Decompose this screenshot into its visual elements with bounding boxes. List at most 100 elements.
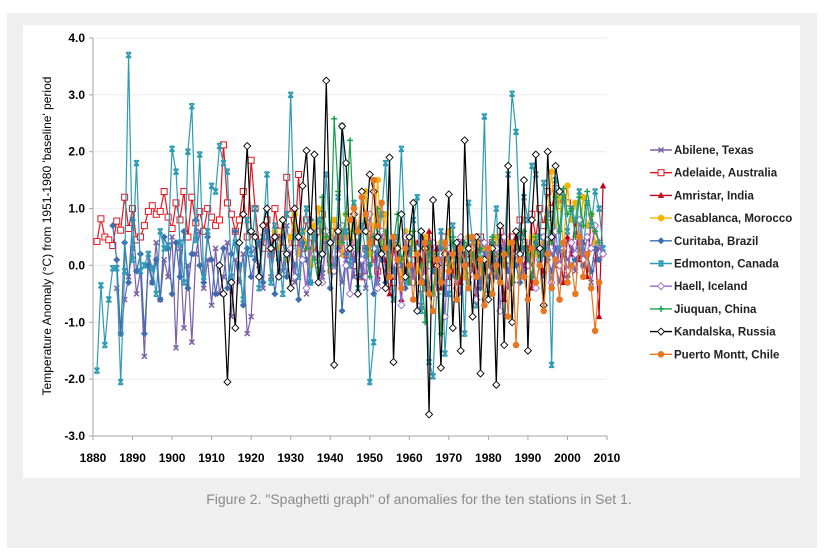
data-point bbox=[137, 267, 144, 275]
data-point bbox=[117, 226, 125, 234]
data-point bbox=[592, 188, 599, 195]
data-point bbox=[531, 284, 540, 293]
x-ticks: 1880 1890 1900 1910 1920 1930 1940 1950 1960 1970… bbox=[80, 436, 621, 465]
data-point bbox=[153, 239, 160, 246]
data-point bbox=[337, 121, 347, 131]
legend-label: Jiuquan, China bbox=[674, 304, 757, 316]
data-point bbox=[394, 256, 401, 264]
data-point bbox=[271, 290, 279, 298]
data-point bbox=[524, 296, 532, 303]
legend-item-haell-iceland: Haell, Iceland bbox=[650, 281, 748, 293]
data-point bbox=[564, 228, 571, 235]
data-point bbox=[223, 377, 232, 387]
data-point bbox=[283, 273, 291, 281]
data-point bbox=[235, 216, 243, 224]
data-point bbox=[247, 156, 255, 164]
data-point bbox=[286, 284, 295, 293]
data-point bbox=[299, 239, 307, 247]
data-point bbox=[252, 205, 259, 212]
data-point bbox=[540, 179, 547, 187]
data-point bbox=[560, 239, 567, 246]
data-point bbox=[425, 290, 433, 298]
data-point bbox=[397, 210, 406, 219]
data-point bbox=[274, 272, 283, 281]
data-point bbox=[378, 199, 385, 207]
data-point bbox=[247, 273, 255, 281]
data-point bbox=[595, 256, 603, 264]
data-point bbox=[457, 245, 465, 252]
data-point bbox=[369, 187, 378, 196]
data-point bbox=[117, 378, 124, 386]
data-point bbox=[365, 170, 374, 179]
legend-item-casablanca-morocco: Casablanca, Morocco bbox=[650, 213, 792, 225]
data-point bbox=[576, 194, 583, 201]
data-point bbox=[385, 153, 394, 162]
data-point bbox=[461, 330, 468, 337]
data-point bbox=[564, 182, 571, 190]
data-point bbox=[362, 210, 370, 218]
series-kandalska-russia bbox=[215, 76, 564, 419]
data-point bbox=[282, 249, 291, 259]
data-point bbox=[133, 159, 140, 167]
data-point bbox=[208, 182, 215, 190]
data-point bbox=[493, 205, 500, 212]
data-point bbox=[235, 238, 244, 247]
data-point bbox=[576, 233, 583, 241]
data-point bbox=[587, 244, 596, 253]
data-point bbox=[345, 244, 355, 253]
data-point bbox=[204, 228, 211, 235]
x-tick-label: 1940 bbox=[317, 451, 344, 465]
data-point bbox=[227, 210, 235, 218]
legend-item-kandalska-russia: Kandalska, Russia bbox=[650, 327, 776, 339]
data-point bbox=[290, 204, 299, 213]
legend-item-adelaide-australia: Adelaide, Australia bbox=[650, 168, 778, 180]
data-point bbox=[461, 262, 468, 269]
data-point bbox=[532, 279, 540, 286]
data-point bbox=[192, 236, 199, 244]
y-tick-label: 1.0 bbox=[68, 202, 85, 216]
y-tick-label: 4.0 bbox=[68, 31, 85, 45]
data-point bbox=[513, 128, 520, 136]
data-point bbox=[144, 207, 152, 215]
data-point bbox=[224, 239, 231, 246]
data-point bbox=[465, 284, 472, 292]
data-point bbox=[184, 284, 192, 292]
data-point bbox=[129, 205, 137, 213]
data-point bbox=[568, 205, 575, 212]
data-point bbox=[555, 187, 564, 196]
data-point bbox=[540, 307, 548, 315]
data-point bbox=[473, 273, 480, 281]
data-point bbox=[231, 227, 239, 235]
data-point bbox=[314, 278, 323, 287]
data-point bbox=[381, 284, 390, 293]
data-point bbox=[536, 262, 544, 269]
data-point bbox=[168, 224, 176, 232]
data-point bbox=[113, 217, 121, 225]
legend-label: Edmonton, Canada bbox=[674, 259, 779, 271]
data-point bbox=[386, 290, 393, 297]
data-point bbox=[361, 272, 370, 281]
data-point bbox=[519, 176, 529, 185]
data-point bbox=[176, 216, 184, 224]
data-point bbox=[200, 278, 208, 286]
data-point bbox=[220, 159, 227, 167]
data-point bbox=[511, 227, 521, 236]
data-point bbox=[188, 102, 195, 110]
data-point bbox=[600, 245, 607, 252]
data-point bbox=[140, 330, 148, 338]
data-point bbox=[97, 215, 105, 223]
data-point bbox=[532, 171, 539, 178]
data-point bbox=[516, 278, 524, 286]
data-point bbox=[141, 262, 148, 269]
data-point bbox=[165, 242, 172, 249]
data-point bbox=[584, 199, 591, 207]
data-point bbox=[133, 290, 140, 297]
data-point bbox=[382, 245, 389, 252]
legend-marker bbox=[657, 169, 665, 177]
data-point bbox=[148, 202, 156, 210]
data-point bbox=[239, 188, 247, 196]
y-tick-label: -2.0 bbox=[64, 372, 85, 386]
data-point bbox=[227, 250, 235, 258]
data-point bbox=[322, 76, 331, 85]
data-point bbox=[341, 158, 351, 168]
